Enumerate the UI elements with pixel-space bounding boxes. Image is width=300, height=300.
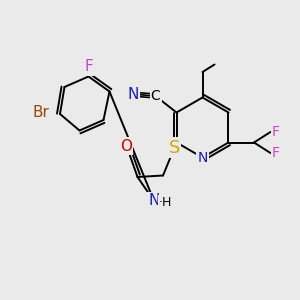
Text: F: F xyxy=(272,146,280,160)
Text: F: F xyxy=(84,59,93,74)
Text: O: O xyxy=(120,139,132,154)
Text: F: F xyxy=(272,125,280,139)
Text: N: N xyxy=(197,151,208,164)
Text: C: C xyxy=(151,89,160,103)
Text: N: N xyxy=(148,194,160,208)
Text: N: N xyxy=(128,87,139,102)
Text: S: S xyxy=(168,139,180,157)
Text: ·H: ·H xyxy=(159,196,172,209)
Text: Br: Br xyxy=(33,105,50,120)
